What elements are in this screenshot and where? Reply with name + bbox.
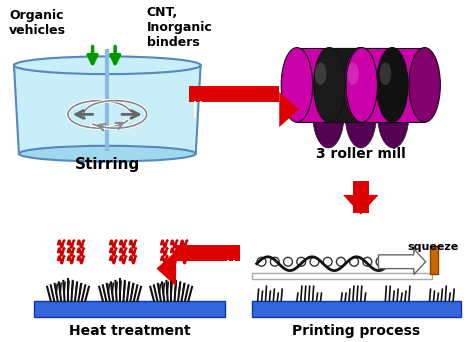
Bar — [189, 86, 279, 102]
Circle shape — [270, 257, 279, 266]
Circle shape — [283, 257, 292, 266]
Polygon shape — [14, 65, 201, 154]
Polygon shape — [156, 251, 176, 286]
Bar — [353, 181, 369, 213]
Ellipse shape — [14, 56, 201, 74]
Circle shape — [363, 257, 372, 266]
Polygon shape — [378, 249, 426, 275]
Ellipse shape — [376, 48, 408, 122]
Circle shape — [389, 257, 398, 266]
Polygon shape — [279, 92, 299, 127]
Circle shape — [376, 257, 385, 266]
Ellipse shape — [380, 63, 391, 85]
Bar — [252, 301, 461, 317]
Bar — [329, 48, 392, 122]
Ellipse shape — [281, 48, 313, 122]
Ellipse shape — [19, 146, 196, 161]
Text: 3 roller mill: 3 roller mill — [316, 147, 406, 161]
Circle shape — [323, 257, 332, 266]
Circle shape — [297, 257, 306, 266]
Bar — [176, 245, 240, 261]
Text: Printing process: Printing process — [292, 324, 420, 338]
Ellipse shape — [344, 48, 375, 122]
Circle shape — [310, 257, 319, 266]
Polygon shape — [343, 195, 378, 214]
Ellipse shape — [377, 81, 409, 148]
Ellipse shape — [315, 63, 327, 85]
Bar — [297, 48, 360, 122]
Text: Stirring: Stirring — [75, 157, 140, 172]
Text: CNT,
Inorganic
binders: CNT, Inorganic binders — [146, 6, 212, 49]
Circle shape — [402, 257, 411, 266]
Bar — [362, 48, 425, 122]
Ellipse shape — [314, 48, 345, 122]
Bar — [429, 246, 438, 274]
Text: squeeze: squeeze — [408, 242, 459, 252]
Text: Organic
vehicles: Organic vehicles — [9, 9, 66, 37]
Ellipse shape — [345, 81, 376, 148]
Circle shape — [350, 257, 358, 266]
Bar — [252, 273, 431, 279]
Text: Heat treatment: Heat treatment — [69, 324, 191, 338]
Bar — [34, 301, 225, 317]
Ellipse shape — [313, 81, 344, 148]
Ellipse shape — [347, 63, 359, 85]
Circle shape — [257, 257, 266, 266]
Ellipse shape — [346, 48, 377, 122]
Circle shape — [337, 257, 345, 266]
Ellipse shape — [409, 48, 440, 122]
